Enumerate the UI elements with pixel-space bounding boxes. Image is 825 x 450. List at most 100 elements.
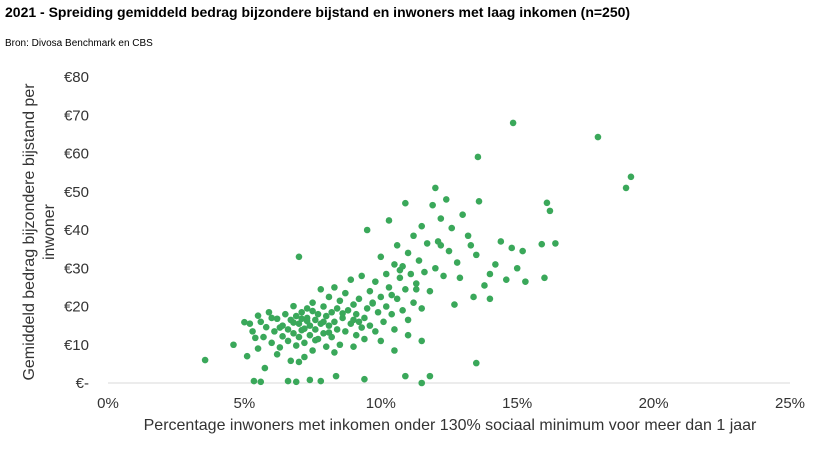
point (322, 343, 330, 350)
point (445, 247, 453, 255)
point (355, 318, 363, 326)
point (320, 329, 327, 337)
point (309, 347, 316, 354)
point (470, 293, 477, 301)
point (261, 364, 269, 372)
point (513, 264, 521, 272)
point (290, 302, 297, 310)
point (301, 339, 308, 347)
point (336, 341, 344, 349)
point (273, 351, 281, 358)
x-tick-label: 15% (502, 395, 532, 412)
point (284, 377, 292, 385)
point (254, 345, 262, 352)
point (331, 318, 338, 326)
point (265, 308, 273, 316)
point (273, 315, 281, 323)
point (249, 328, 256, 335)
point (312, 336, 319, 344)
point (402, 372, 409, 380)
point (257, 318, 265, 326)
y-tick-label: €70 (64, 107, 89, 124)
point (410, 232, 417, 240)
point (331, 349, 338, 356)
point (347, 276, 355, 284)
point (399, 307, 406, 314)
point (332, 372, 340, 380)
point (421, 268, 428, 276)
point (385, 284, 393, 291)
point (377, 253, 385, 261)
point (271, 328, 278, 335)
point (298, 326, 305, 334)
point (292, 312, 300, 320)
point (385, 217, 393, 224)
point (372, 278, 379, 285)
point (314, 310, 322, 318)
point (415, 257, 423, 264)
point (325, 293, 333, 301)
x-tick-label: 5% (234, 395, 256, 412)
point (474, 153, 482, 161)
point (295, 320, 303, 328)
point (325, 329, 333, 336)
chart-title: 2021 - Spreiding gemiddeld bedrag bijzon… (5, 4, 631, 20)
point (522, 278, 529, 285)
point (301, 353, 308, 361)
point (492, 261, 499, 268)
point (366, 322, 374, 329)
point (382, 303, 390, 310)
point (295, 333, 303, 341)
point (279, 333, 286, 340)
point (350, 301, 357, 308)
point (287, 357, 295, 365)
y-tick-label: €40 (64, 222, 89, 239)
point (230, 341, 237, 349)
point (250, 377, 258, 385)
point (404, 249, 412, 257)
point (374, 308, 382, 316)
point (284, 326, 292, 333)
point (262, 323, 270, 331)
point (268, 314, 275, 322)
y-axis-label: Gemiddeld bedrag bijzondere bijstand per (21, 83, 38, 381)
point (369, 300, 376, 307)
y-tick-label: €30 (64, 260, 89, 277)
point (276, 344, 284, 351)
point (594, 133, 602, 141)
point (404, 316, 412, 324)
point (328, 308, 335, 316)
point (546, 207, 554, 215)
point (404, 331, 412, 339)
point (336, 297, 344, 305)
point (412, 285, 420, 293)
x-tick-label: 0% (97, 395, 119, 412)
point (358, 272, 366, 280)
point (339, 314, 346, 322)
x-tick-label: 25% (775, 395, 805, 412)
point (396, 266, 404, 274)
point (456, 274, 464, 282)
point (320, 318, 327, 326)
point (418, 222, 426, 230)
point (426, 372, 434, 380)
point (391, 326, 398, 333)
point (380, 318, 387, 326)
point (352, 310, 360, 318)
point (268, 339, 275, 347)
point (325, 322, 333, 329)
point (201, 356, 209, 364)
point (502, 276, 510, 284)
point (418, 379, 426, 387)
point (541, 274, 548, 282)
point (333, 305, 341, 312)
point (282, 310, 289, 318)
point (361, 314, 368, 322)
point (309, 307, 316, 315)
point (350, 343, 357, 350)
point (342, 328, 349, 335)
point (355, 295, 363, 303)
point (426, 287, 434, 295)
point (396, 274, 404, 282)
